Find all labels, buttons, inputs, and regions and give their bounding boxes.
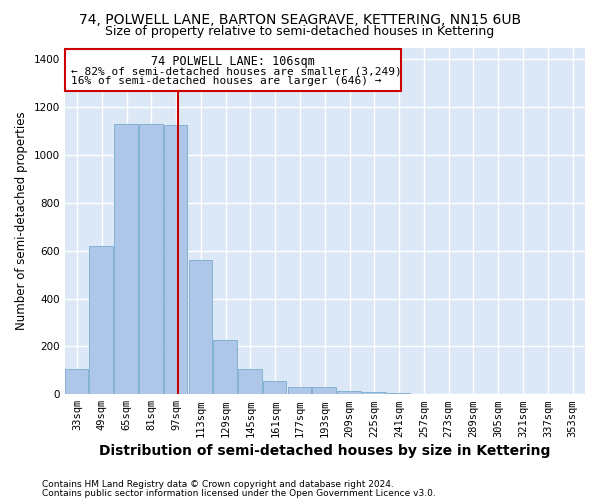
Bar	[287, 387, 311, 394]
Text: Contains HM Land Registry data © Crown copyright and database right 2024.: Contains HM Land Registry data © Crown c…	[42, 480, 394, 489]
Bar	[65, 369, 88, 394]
Y-axis label: Number of semi-detached properties: Number of semi-detached properties	[15, 112, 28, 330]
Bar	[65, 48, 401, 90]
Bar	[263, 381, 286, 394]
Bar	[238, 369, 262, 394]
Bar	[214, 340, 237, 394]
Bar	[164, 125, 187, 394]
Text: 16% of semi-detached houses are larger (646) →: 16% of semi-detached houses are larger (…	[71, 76, 382, 86]
Text: 74 POLWELL LANE: 106sqm: 74 POLWELL LANE: 106sqm	[151, 54, 314, 68]
Bar	[188, 260, 212, 394]
X-axis label: Distribution of semi-detached houses by size in Kettering: Distribution of semi-detached houses by …	[99, 444, 551, 458]
Text: Size of property relative to semi-detached houses in Kettering: Size of property relative to semi-detach…	[106, 25, 494, 38]
Bar	[337, 390, 361, 394]
Text: 74, POLWELL LANE, BARTON SEAGRAVE, KETTERING, NN15 6UB: 74, POLWELL LANE, BARTON SEAGRAVE, KETTE…	[79, 12, 521, 26]
Text: ← 82% of semi-detached houses are smaller (3,249): ← 82% of semi-detached houses are smalle…	[71, 66, 401, 76]
Bar	[362, 392, 386, 394]
Bar	[114, 124, 138, 394]
Bar	[387, 393, 410, 394]
Bar	[89, 246, 113, 394]
Bar	[139, 124, 163, 394]
Text: Contains public sector information licensed under the Open Government Licence v3: Contains public sector information licen…	[42, 488, 436, 498]
Bar	[313, 387, 336, 394]
